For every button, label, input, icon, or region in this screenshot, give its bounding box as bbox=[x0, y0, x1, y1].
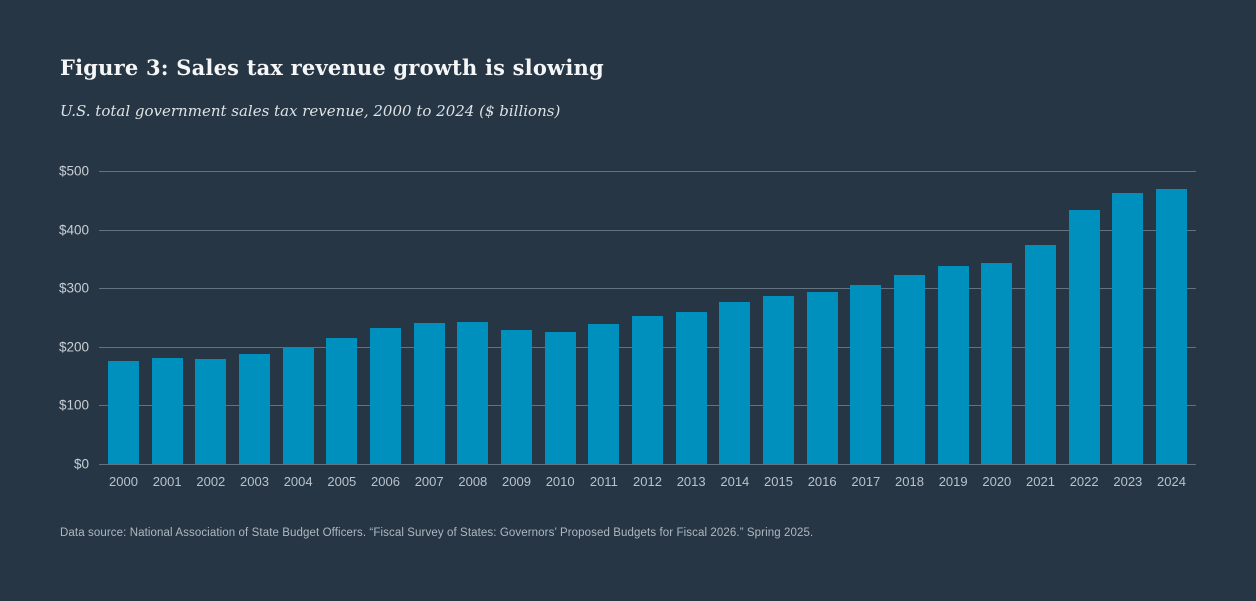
x-tick-label: 2024 bbox=[1157, 474, 1186, 489]
bar-2012 bbox=[632, 316, 663, 464]
x-tick-label: 2004 bbox=[283, 474, 313, 489]
bar-2018 bbox=[894, 274, 925, 464]
gridline bbox=[99, 229, 1196, 231]
bar-2019 bbox=[937, 265, 969, 464]
x-tick-label: 2011 bbox=[589, 474, 618, 489]
x-tick-label: 2012 bbox=[633, 474, 662, 489]
x-tick-label: 2003 bbox=[240, 474, 269, 489]
x-tick-label: 2019 bbox=[938, 474, 968, 489]
y-tick-label: $300 bbox=[58, 280, 89, 296]
x-tick-label: 2000 bbox=[109, 474, 138, 489]
gridline bbox=[99, 464, 1196, 465]
y-tick-label: $400 bbox=[58, 221, 89, 237]
gridline bbox=[99, 288, 1196, 290]
x-tick-label: 2020 bbox=[982, 474, 1012, 489]
figure-subtitle: U.S. total government sales tax revenue,… bbox=[60, 102, 561, 120]
bar-2000 bbox=[108, 361, 139, 464]
bar-2006 bbox=[370, 328, 401, 464]
bar-2008 bbox=[457, 322, 489, 464]
bar-2010 bbox=[544, 331, 576, 464]
bar-2011 bbox=[588, 323, 620, 464]
bar-2020 bbox=[981, 263, 1013, 464]
y-tick-label: $0 bbox=[73, 456, 89, 472]
x-tick-label: 2015 bbox=[764, 474, 793, 489]
x-tick-label: 2007 bbox=[414, 474, 444, 489]
plot-area: $0 $100 $200 $300 $400 $500 2000 2001 2002 2003 20… bbox=[59, 164, 1196, 488]
bar-2005 bbox=[326, 338, 358, 464]
bar-2016 bbox=[806, 291, 838, 464]
x-tick-label: 2005 bbox=[327, 474, 357, 489]
bar-2014 bbox=[719, 302, 751, 464]
y-tick-label: $200 bbox=[58, 339, 89, 355]
bar-2015 bbox=[763, 295, 794, 464]
bar-2009 bbox=[501, 329, 532, 464]
gridline bbox=[99, 171, 1196, 172]
x-tick-label: 2018 bbox=[895, 474, 924, 489]
bar-2017 bbox=[850, 284, 882, 464]
x-tick-label: 2017 bbox=[851, 474, 881, 489]
y-tick-label: $500 bbox=[58, 163, 89, 179]
x-tick-label: 2014 bbox=[720, 474, 750, 489]
bar-2024 bbox=[1156, 189, 1187, 464]
x-tick-label: 2006 bbox=[371, 474, 400, 489]
x-tick-label: 2022 bbox=[1069, 474, 1099, 489]
data-source-note: Data source: National Association of Sta… bbox=[60, 527, 814, 539]
bar-2003 bbox=[239, 354, 270, 464]
x-tick-label: 2002 bbox=[196, 474, 226, 489]
x-tick-label: 2016 bbox=[807, 474, 837, 489]
x-tick-label: 2021 bbox=[1026, 474, 1055, 489]
x-tick-label: 2008 bbox=[458, 474, 488, 489]
x-tick-label: 2009 bbox=[502, 474, 531, 489]
y-tick-label: $100 bbox=[58, 397, 89, 413]
x-tick-label: 2010 bbox=[545, 474, 575, 489]
bar-2022 bbox=[1068, 209, 1100, 464]
bar-2001 bbox=[151, 357, 183, 464]
bar-2023 bbox=[1112, 193, 1144, 464]
bar-2013 bbox=[675, 311, 707, 464]
x-tick-label: 2001 bbox=[152, 474, 182, 489]
bar-2004 bbox=[282, 346, 314, 464]
figure-title: Figure 3: Sales tax revenue growth is sl… bbox=[60, 55, 604, 80]
bar-chart: $0 $100 $200 $300 $400 $500 2000 2001 2002 2003 20… bbox=[59, 164, 1196, 488]
bar-2007 bbox=[413, 323, 445, 464]
bar-2021 bbox=[1025, 244, 1056, 464]
x-tick-label: 2013 bbox=[676, 474, 706, 489]
x-tick-label: 2023 bbox=[1113, 474, 1143, 489]
bar-2002 bbox=[195, 358, 227, 464]
